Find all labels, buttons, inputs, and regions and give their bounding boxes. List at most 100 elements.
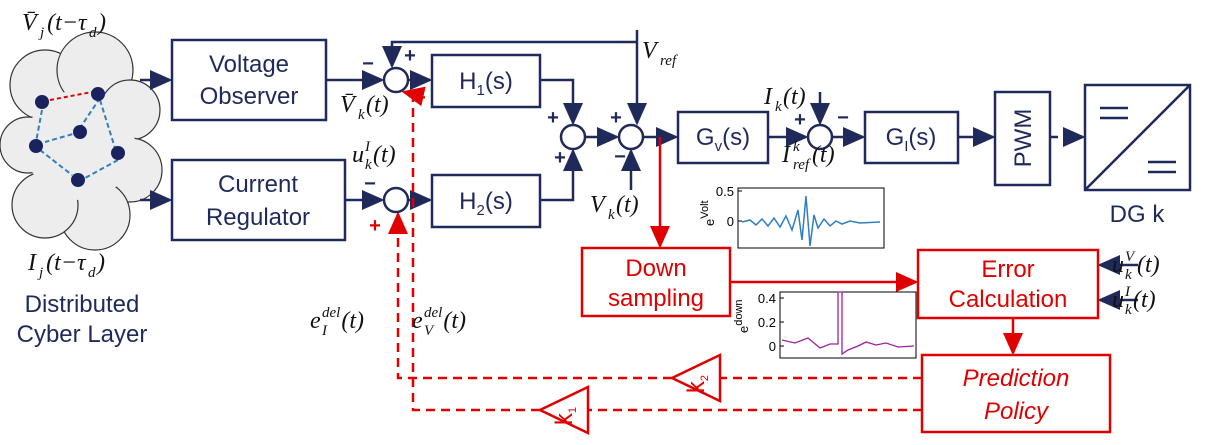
math-label: k (775, 99, 782, 115)
math-label: k (358, 107, 365, 123)
math-label: k (365, 157, 372, 173)
sign: + (414, 87, 426, 109)
sign: + (547, 107, 559, 129)
math-label: (t) (443, 308, 466, 334)
prediction-policy (920, 353, 1112, 434)
sign: − (362, 53, 374, 75)
t: H (459, 188, 476, 215)
h2-block (430, 173, 542, 229)
math-label: d (89, 25, 97, 41)
math-label: u (1112, 252, 1124, 278)
y-tick-label: 0 (727, 214, 734, 229)
math-label: I (364, 139, 371, 155)
math-label: (t) (1137, 252, 1160, 278)
math-label: I (321, 323, 328, 339)
math-label: (t) (341, 308, 364, 334)
block-label: DG k (1110, 201, 1166, 228)
math-label: ref (793, 157, 811, 173)
math-label: ) (96, 10, 106, 36)
t: (s) (908, 124, 936, 151)
sign: + (794, 109, 806, 131)
t: G (886, 124, 905, 151)
math-label: V (424, 323, 435, 339)
math-label: k (793, 139, 800, 155)
math-label: V (642, 38, 659, 64)
block-label: Calculation (949, 286, 1068, 313)
math-label: V̄ (22, 10, 39, 36)
t: v (715, 138, 723, 155)
math-label: I (781, 142, 791, 168)
current-regulator (170, 158, 347, 242)
y-axis-label: down (733, 299, 745, 325)
math-label: V (1125, 249, 1136, 265)
math-label: k (608, 207, 615, 223)
sum-junctions (382, 66, 834, 214)
y-axis-label: edown (733, 299, 751, 333)
sign: + (610, 107, 622, 129)
math-label: u (352, 142, 364, 168)
math-label: k (1125, 302, 1132, 318)
sign: + (554, 147, 566, 169)
block-label: k2 (683, 375, 711, 393)
math-label: j (37, 265, 43, 281)
math-label: V̄ (340, 92, 357, 118)
pwm-block (993, 90, 1052, 187)
sign: + (404, 45, 416, 67)
t: I (904, 138, 908, 155)
block-label: H1(s) (459, 68, 513, 99)
math-label: e (310, 308, 321, 334)
cyber-title: Distributed (25, 291, 140, 318)
block-label: Observer (200, 83, 299, 110)
error-calculation (916, 248, 1100, 320)
y-axis-label: e (702, 219, 717, 226)
block-label: Prediction (963, 365, 1070, 392)
block-label: k1 (551, 407, 579, 425)
k1-gain (537, 385, 590, 435)
t: H (459, 68, 476, 95)
t: G (696, 124, 715, 151)
math-label: I (1124, 284, 1131, 300)
math-label: u (1112, 287, 1124, 313)
math-label: (t) (783, 84, 806, 110)
t: k (551, 412, 578, 425)
y-tick-label: 0.4 (758, 291, 776, 306)
math-label: d (88, 265, 96, 281)
math-label: (t) (1133, 287, 1156, 313)
block-label: Regulator (206, 204, 310, 231)
t: (s) (485, 188, 513, 215)
block-label: Policy (984, 398, 1050, 425)
math-label: (t) (366, 92, 389, 118)
block-label: sampling (608, 285, 704, 312)
waveform (741, 195, 881, 247)
t: k (683, 380, 710, 393)
math-label: (t) (373, 142, 396, 168)
sign: − (614, 146, 626, 168)
block-label: Error (981, 256, 1034, 283)
down-sampling (580, 246, 732, 318)
gi-block (863, 110, 960, 165)
y-axis-label: Volt (699, 200, 711, 218)
math-label: k (1125, 267, 1132, 283)
y-axis-label: eVolt (699, 200, 717, 226)
gv-block (676, 110, 770, 165)
t: 1 (567, 407, 579, 413)
block-label: GI(s) (886, 124, 937, 155)
block-label: H2(s) (459, 188, 513, 219)
waveform (781, 291, 915, 356)
wires (140, 30, 1138, 412)
math-label: (t−τ (46, 250, 87, 276)
math-label: (t) (616, 192, 639, 218)
voltage-observer (170, 38, 328, 122)
block-label: Down (625, 255, 686, 282)
y-tick-label: 0.5 (716, 184, 734, 199)
k2-gain (669, 353, 722, 403)
sign: − (364, 173, 376, 195)
cyber-title: Cyber Layer (17, 321, 148, 348)
math-label: del (424, 305, 442, 321)
cyber-cloud (0, 31, 163, 251)
math-label: (t−τ (47, 10, 88, 36)
math-label: e (412, 308, 423, 334)
cyber-graph (29, 87, 125, 187)
block-label: PWM (1010, 109, 1037, 168)
t: (s) (485, 68, 513, 95)
